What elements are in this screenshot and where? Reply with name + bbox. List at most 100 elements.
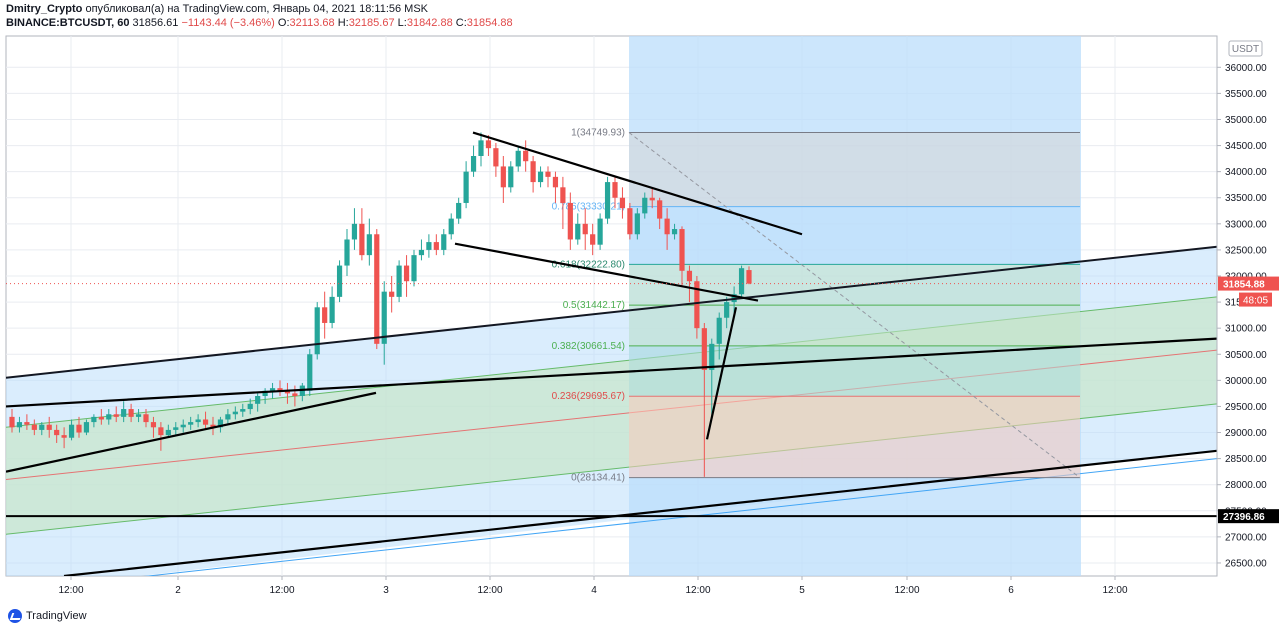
trendline-descending [454,242,759,302]
fib-zone [629,345,1080,397]
candle-body [210,424,216,428]
y-tick-label: 34500.00 [1225,141,1267,152]
tradingview-logo-icon [8,609,22,623]
candle-body [61,435,67,438]
fib-level-label: 1(34749.93) [571,128,625,139]
trendline-channel-bottom [63,449,1217,576]
candle-body [389,291,395,297]
candle-body [180,424,186,428]
candle-body [560,187,566,203]
countdown-badge [1239,292,1272,307]
y-tick-label: 34000.00 [1225,167,1267,178]
candle-body [262,390,268,396]
high-label: H: [337,17,349,29]
level-badge-text: 27396.86 [1223,512,1265,523]
x-tick-label: 3 [383,585,389,596]
trendline-rising-left [6,391,377,473]
candle-body [9,416,15,428]
candle-body [150,422,157,428]
low-value: 31842.88 [406,17,453,29]
candle-body [470,156,477,172]
x-tick-label: 12:00 [1102,585,1127,596]
low-label: L: [397,17,407,29]
candle-body [619,197,626,209]
candle-body [91,416,97,423]
channel-bottom-blue [143,458,1217,576]
last-price-badge [1218,276,1279,291]
candle-body [418,249,425,256]
candle-body [366,234,372,256]
candle-body [686,270,693,282]
candle-body [426,242,432,250]
candle-body [478,140,484,156]
y-tick-label: 26500.00 [1225,558,1267,569]
symbol-label: BINANCE:BTCUSDT, 60 [6,17,130,29]
candle-body [217,419,224,428]
trendline-channel-top [6,245,1217,379]
trendline-resistance [472,131,803,236]
candle-body [307,354,313,391]
candle-body [344,239,350,266]
countdown-badge-text: 48:05 [1243,296,1268,307]
candle-body [694,281,700,329]
trendline-support [6,337,1217,408]
candle-body [604,182,611,219]
tradingview-logo-text: TradingView [26,610,87,622]
candle-body [135,414,142,417]
y-tick-label: 33500.00 [1225,193,1267,204]
plot-layer: 1(34749.93) 0.786(33330.21) 0.618(32222.80… [6,36,1217,576]
y-tick-label: 31000.00 [1225,324,1267,335]
candle-body [724,302,730,318]
candle-body [173,427,179,430]
candle-body [240,409,246,412]
currency-label: USDT [1232,44,1259,55]
y-tick-label: 36000.00 [1225,63,1267,74]
candle-body [98,416,104,420]
candle-body [657,200,663,219]
candle-body [493,148,499,167]
candle-body [158,427,164,436]
x-tick-label: 12:00 [269,585,294,596]
candle-body [83,422,90,433]
candle-body [292,393,298,396]
candle-body [642,197,648,214]
tradingview-logo[interactable]: TradingView [8,609,87,623]
y-tick-label: 29500.00 [1225,402,1267,413]
y-tick-label: 28000.00 [1225,480,1267,491]
candle-body [627,208,633,235]
fib-level-label: 0.382(30661.54) [552,341,625,352]
fib-level-label: 0.236(29695.67) [552,391,625,402]
candle-body [113,414,119,417]
fib-zone [629,396,1080,478]
y-tick-label: 35000.00 [1225,115,1267,126]
author-name[interactable]: Dmitry_Crypto [6,3,83,15]
y-tick-label: 35500.00 [1225,89,1267,100]
candle-body [456,202,462,219]
trendline-rebound [705,307,738,440]
candle-body [16,422,23,428]
x-tick-label: 12:00 [894,585,919,596]
candle-body [247,403,253,410]
y-tick-label: 28500.00 [1225,454,1267,465]
candle-body [277,388,283,391]
candle-body [322,307,328,323]
candle-body [590,234,596,245]
candle-body [336,265,343,297]
x-tick-label: 4 [591,585,597,596]
fib-level-label: 0(28134.41) [571,473,625,484]
candle-body [738,268,745,295]
candle-body [523,150,529,162]
candle-body [202,419,209,425]
close-value: 31854.88 [466,17,513,29]
candle-body [76,424,82,433]
candle-body [128,409,134,417]
candle-body [508,166,514,188]
candle-body [165,429,171,436]
candle-body [664,218,670,235]
candle-body [545,171,551,177]
candle-body [679,229,685,271]
last-price-badge-text: 31854.88 [1223,280,1265,291]
last-price: 31856.61 [132,17,179,29]
candle-body [746,270,752,284]
